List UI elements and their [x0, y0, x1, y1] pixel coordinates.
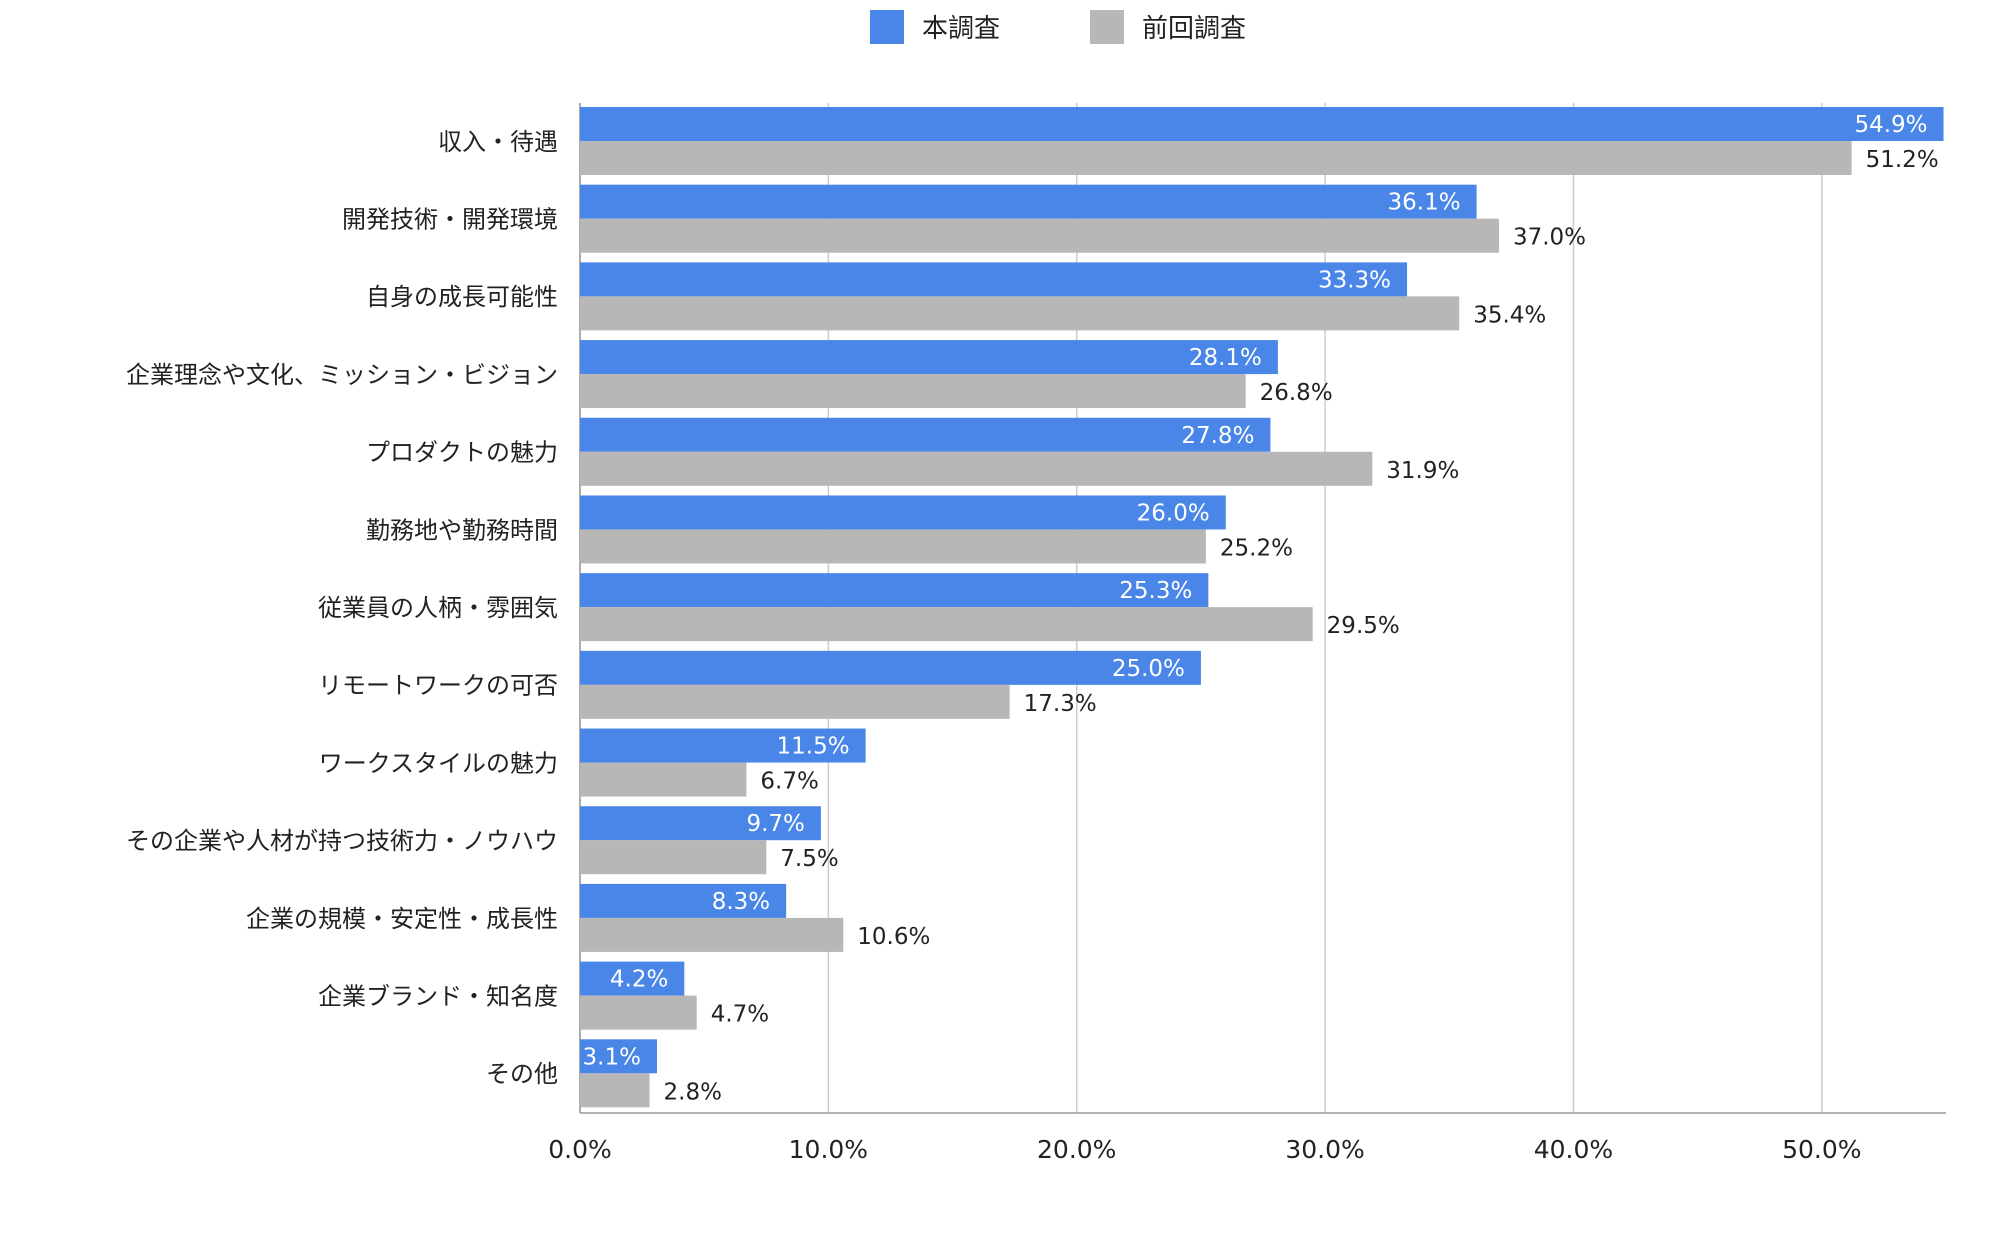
value-label-current: 25.0% — [1112, 656, 1185, 682]
value-label-current: 11.5% — [777, 734, 850, 760]
x-tick-label: 50.0% — [1782, 1135, 1861, 1164]
category-label: リモートワークの可否 — [318, 672, 558, 700]
x-axis-ticks: 0.0% 10.0% 20.0% 30.0% 40.0% 50.0% — [548, 1135, 1861, 1164]
bar-current — [580, 340, 1278, 375]
value-label-previous: 4.7% — [711, 1002, 769, 1028]
x-tick-label: 10.0% — [789, 1135, 868, 1164]
category-label: 企業ブランド・知名度 — [318, 982, 558, 1010]
bar-previous — [580, 1073, 650, 1108]
bar-current — [580, 262, 1408, 297]
value-label-current: 9.7% — [746, 811, 804, 837]
value-label-previous: 31.9% — [1386, 458, 1459, 484]
x-tick-label: 40.0% — [1534, 1135, 1613, 1164]
bar-current — [580, 573, 1209, 608]
value-label-previous: 26.8% — [1260, 380, 1333, 406]
bar-current — [580, 417, 1271, 452]
bar-previous — [580, 607, 1313, 642]
category-label: 開発技術・開発環境 — [342, 206, 558, 234]
bar-current — [580, 806, 821, 841]
bar-current — [580, 883, 787, 918]
value-label-previous: 51.2% — [1866, 147, 1939, 173]
bar-previous — [580, 529, 1206, 564]
bar-current — [580, 1039, 657, 1074]
bar-previous — [580, 451, 1373, 486]
bar-current — [580, 495, 1226, 530]
value-label-previous: 10.6% — [857, 924, 930, 950]
bar-previous — [580, 374, 1246, 409]
bar-current — [580, 650, 1201, 685]
value-label-current: 26.0% — [1137, 500, 1210, 526]
legend-swatch-previous — [1090, 10, 1124, 44]
bar-previous — [580, 762, 747, 797]
bar-current — [580, 961, 685, 996]
category-label: 従業員の人柄・雰囲気 — [318, 594, 558, 622]
legend: 本調査 前回調査 — [870, 10, 1246, 44]
category-label: 収入・待遇 — [438, 128, 558, 156]
legend-label-current: 本調査 — [922, 14, 1000, 44]
legend-label-previous: 前回調査 — [1142, 14, 1246, 44]
bar-current — [580, 107, 1944, 141]
value-label-current: 54.9% — [1854, 112, 1927, 138]
value-labels: 54.9% 51.2% 36.1% 37.0% 33.3% 35.4% 28.1% 26.8%… — [583, 112, 1939, 1105]
value-label-previous: 29.5% — [1327, 613, 1400, 639]
value-label-current: 28.1% — [1189, 345, 1262, 371]
x-tick-label: 30.0% — [1285, 1135, 1364, 1164]
value-label-previous: 35.4% — [1473, 302, 1546, 328]
value-label-current: 4.2% — [610, 967, 668, 993]
category-label: その企業や人材が持つ技術力・ノウハウ — [126, 827, 558, 855]
x-tick-label: 20.0% — [1037, 1135, 1116, 1164]
bar-current — [580, 728, 866, 763]
category-label: 勤務地や勤務時間 — [366, 516, 558, 544]
bar-previous — [580, 684, 1010, 719]
value-label-previous: 2.8% — [664, 1079, 722, 1105]
bar-previous — [580, 917, 844, 952]
value-label-previous: 37.0% — [1513, 225, 1586, 251]
value-label-previous: 25.2% — [1220, 535, 1293, 561]
value-label-current: 36.1% — [1388, 190, 1461, 216]
value-label-current: 8.3% — [712, 889, 770, 915]
legend-swatch-current — [870, 10, 904, 44]
value-label-previous: 6.7% — [760, 769, 818, 795]
bars — [580, 107, 1944, 1108]
value-label-previous: 17.3% — [1024, 691, 1097, 717]
value-label-previous: 7.5% — [780, 846, 838, 872]
x-tick-label: 0.0% — [548, 1135, 612, 1164]
bar-previous — [580, 840, 767, 875]
bar-previous — [580, 995, 697, 1030]
category-labels: 収入・待遇開発技術・開発環境自身の成長可能性企業理念や文化、ミッション・ビジョン… — [126, 128, 558, 1088]
category-label: 自身の成長可能性 — [366, 283, 558, 311]
bar-previous — [580, 141, 1852, 175]
category-label: プロダクトの魅力 — [366, 439, 558, 467]
category-label: 企業理念や文化、ミッション・ビジョン — [126, 361, 558, 389]
value-label-current: 27.8% — [1181, 423, 1254, 449]
value-label-current: 3.1% — [583, 1044, 641, 1070]
category-label: 企業の規模・安定性・成長性 — [246, 905, 558, 933]
value-label-current: 33.3% — [1318, 267, 1391, 293]
bar-previous — [580, 218, 1499, 253]
bar-current — [580, 184, 1477, 219]
category-label: ワークスタイルの魅力 — [319, 749, 558, 777]
bar-previous — [580, 296, 1460, 331]
category-label: その他 — [486, 1060, 558, 1088]
value-label-current: 25.3% — [1119, 578, 1192, 604]
